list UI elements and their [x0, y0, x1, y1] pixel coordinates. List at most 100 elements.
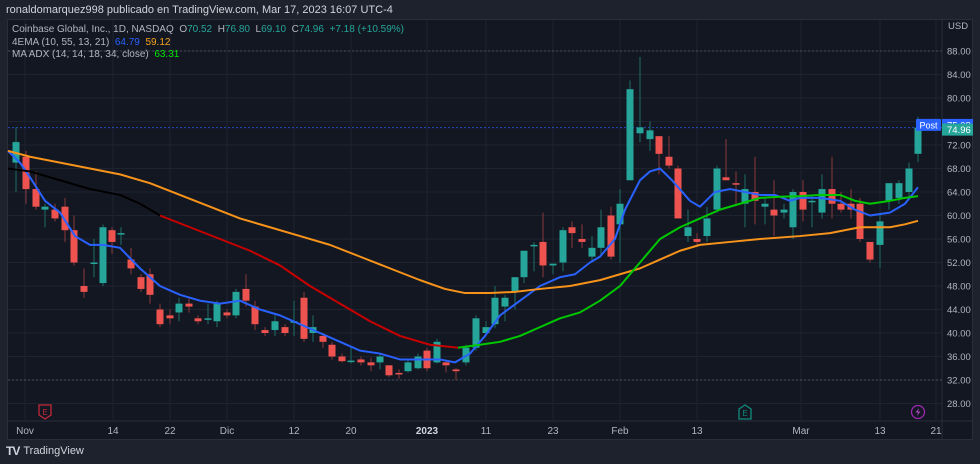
- candle[interactable]: [328, 341, 336, 360]
- candle[interactable]: [501, 294, 509, 322]
- candle[interactable]: [32, 171, 40, 210]
- candle[interactable]: [828, 156, 836, 219]
- candle[interactable]: [674, 165, 682, 219]
- candle[interactable]: [761, 197, 769, 225]
- candle[interactable]: [856, 197, 864, 242]
- candle[interactable]: [319, 333, 327, 348]
- candle[interactable]: [684, 209, 692, 242]
- candle[interactable]: [137, 274, 145, 292]
- candle[interactable]: [51, 203, 59, 222]
- candle[interactable]: [204, 303, 212, 325]
- price-axis-label: 48.00: [947, 282, 971, 293]
- candle[interactable]: [357, 356, 365, 366]
- close-value: 74.96: [298, 24, 324, 35]
- candle[interactable]: [866, 241, 874, 263]
- candle[interactable]: [223, 309, 231, 319]
- candle[interactable]: [300, 291, 308, 342]
- candle[interactable]: [597, 209, 605, 257]
- time-axis-label: Nov: [16, 426, 34, 437]
- candle[interactable]: [99, 224, 107, 286]
- candle[interactable]: [876, 212, 884, 269]
- candle[interactable]: [127, 247, 135, 275]
- candle[interactable]: [146, 268, 154, 304]
- candle[interactable]: [108, 227, 116, 254]
- candle[interactable]: [693, 233, 701, 245]
- candle[interactable]: [588, 236, 596, 263]
- price-axis-label: 28.00: [947, 399, 971, 410]
- candle[interactable]: [290, 300, 298, 336]
- candle[interactable]: [414, 353, 422, 370]
- candle[interactable]: [185, 297, 193, 313]
- candle[interactable]: [194, 315, 202, 325]
- candle[interactable]: [626, 80, 634, 181]
- candle[interactable]: [395, 369, 403, 379]
- candle[interactable]: [385, 365, 393, 378]
- candle[interactable]: [646, 121, 654, 151]
- candle[interactable]: [780, 203, 788, 219]
- post-badge: [916, 118, 941, 131]
- candle[interactable]: [41, 203, 49, 228]
- candle[interactable]: [404, 359, 412, 373]
- candle[interactable]: [741, 174, 749, 228]
- candle[interactable]: [751, 156, 759, 225]
- candle[interactable]: [166, 309, 174, 325]
- candle[interactable]: [281, 324, 289, 336]
- candle[interactable]: [213, 300, 221, 328]
- candle[interactable]: [703, 206, 711, 242]
- earnings-marker-green-icon[interactable]: E: [738, 404, 752, 420]
- ema-indicator-name[interactable]: 4EMA (10, 55, 13, 21): [12, 36, 110, 48]
- candle[interactable]: [347, 347, 355, 364]
- chart-legend: Coinbase Global, Inc., 1D, NASDAQ O70.52…: [12, 24, 404, 62]
- candle[interactable]: [156, 303, 164, 328]
- candle[interactable]: [22, 150, 30, 204]
- candle[interactable]: [376, 353, 384, 370]
- low-value: 69.10: [261, 24, 287, 35]
- adx-indicator-name[interactable]: MA ADX (14, 14, 18, 34, close): [12, 49, 149, 60]
- candle[interactable]: [722, 139, 730, 181]
- ema-value-2: 59.12: [145, 36, 171, 48]
- svg-text:E: E: [42, 408, 47, 417]
- candle[interactable]: [530, 241, 538, 272]
- open-value: 70.52: [187, 24, 213, 35]
- candle[interactable]: [452, 368, 460, 380]
- candle[interactable]: [175, 297, 183, 322]
- candle[interactable]: [789, 189, 797, 239]
- symbol-name[interactable]: Coinbase Global, Inc., 1D, NASDAQ: [12, 24, 174, 35]
- candle[interactable]: [578, 224, 586, 248]
- candle[interactable]: [442, 361, 450, 373]
- candle[interactable]: [367, 357, 375, 372]
- candle[interactable]: [539, 212, 547, 278]
- post-label: Post: [919, 120, 938, 130]
- candle[interactable]: [80, 268, 88, 298]
- candle[interactable]: [885, 183, 893, 210]
- candle[interactable]: [232, 288, 240, 319]
- candle[interactable]: [607, 206, 615, 260]
- candle[interactable]: [808, 194, 816, 228]
- candle[interactable]: [261, 327, 269, 336]
- candle[interactable]: [117, 227, 125, 245]
- candle[interactable]: [520, 250, 528, 284]
- candle[interactable]: [770, 180, 778, 237]
- candle[interactable]: [905, 162, 913, 198]
- candle[interactable]: [559, 227, 567, 272]
- candle[interactable]: [636, 56, 644, 143]
- chart-panel[interactable]: [7, 19, 973, 440]
- candle[interactable]: [242, 274, 250, 307]
- candle[interactable]: [251, 300, 259, 331]
- candle[interactable]: [847, 189, 855, 219]
- candle[interactable]: [799, 180, 807, 222]
- candle[interactable]: [818, 174, 826, 219]
- candle[interactable]: [549, 263, 557, 275]
- candle[interactable]: [665, 136, 673, 169]
- candle[interactable]: [338, 353, 346, 363]
- candle[interactable]: [732, 171, 740, 204]
- time-axis-label: 22: [164, 426, 176, 437]
- lightning-icon[interactable]: [910, 404, 926, 420]
- candle[interactable]: [70, 215, 78, 266]
- candle[interactable]: [713, 165, 721, 213]
- candle[interactable]: [271, 315, 279, 336]
- earnings-marker-red-icon[interactable]: E: [38, 404, 52, 420]
- candle[interactable]: [568, 221, 576, 248]
- time-axis-label: 13: [874, 426, 886, 437]
